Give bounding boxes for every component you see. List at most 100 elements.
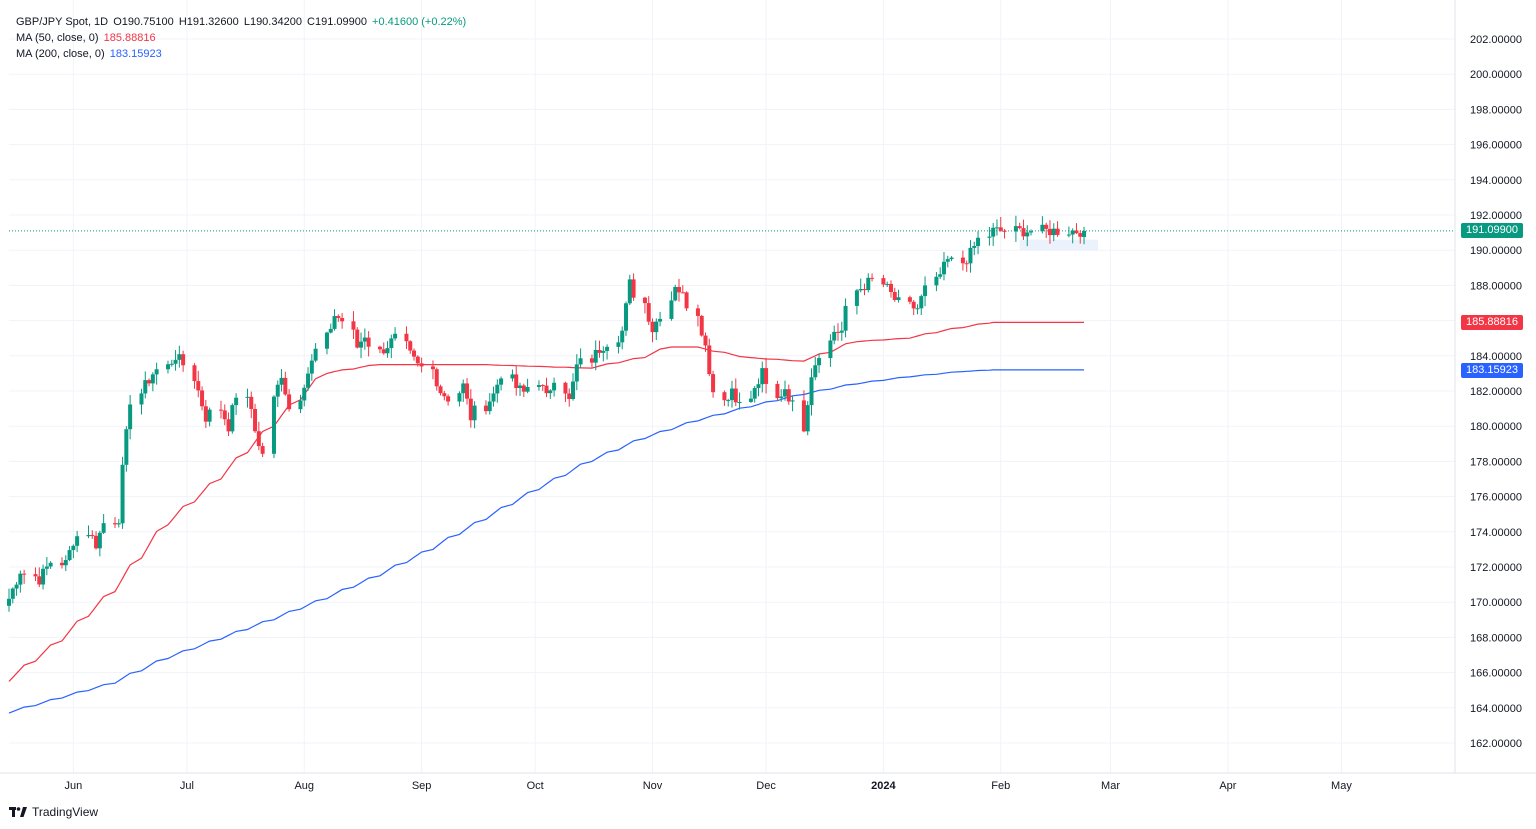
candle-body[interactable] (472, 405, 477, 421)
candle-body[interactable] (548, 390, 553, 394)
candle-body[interactable] (567, 393, 572, 400)
candle-body[interactable] (915, 308, 920, 310)
candle-body[interactable] (866, 277, 871, 291)
candle-body[interactable] (631, 279, 636, 298)
candle-body[interactable] (923, 285, 928, 297)
candle-body[interactable] (75, 536, 80, 546)
candle-body[interactable] (748, 398, 753, 402)
candle-body[interactable] (775, 383, 780, 399)
candle-body[interactable] (684, 292, 689, 309)
candle-body[interactable] (896, 297, 901, 300)
candle-body[interactable] (968, 247, 973, 264)
candle-body[interactable] (18, 573, 23, 585)
candle-body[interactable] (828, 340, 833, 359)
candle-body[interactable] (654, 321, 659, 333)
candle-body[interactable] (48, 562, 53, 567)
candle-body[interactable] (275, 384, 280, 397)
candle-body[interactable] (147, 380, 152, 384)
candle-body[interactable] (14, 584, 19, 589)
candle-body[interactable] (669, 300, 674, 319)
candle-body[interactable] (1047, 228, 1052, 236)
candle-body[interactable] (33, 574, 38, 577)
candle-body[interactable] (801, 400, 806, 432)
candle-body[interactable] (514, 374, 519, 389)
candle-body[interactable] (934, 276, 939, 286)
candle-body[interactable] (563, 382, 568, 394)
candle-body[interactable] (525, 386, 530, 392)
candle-body[interactable] (71, 545, 76, 551)
candle-body[interactable] (786, 389, 791, 402)
candle-body[interactable] (207, 409, 212, 422)
candle-body[interactable] (888, 283, 893, 293)
candle-body[interactable] (881, 278, 886, 285)
candle-body[interactable] (650, 321, 655, 333)
candle-body[interactable] (230, 405, 235, 432)
candle-body[interactable] (677, 286, 682, 293)
candle-body[interactable] (646, 303, 651, 322)
candle-body[interactable] (1070, 230, 1075, 235)
candle-body[interactable] (63, 560, 68, 566)
candle-body[interactable] (1021, 228, 1026, 237)
candle-body[interactable] (858, 289, 863, 291)
candle-body[interactable] (332, 316, 337, 329)
candle-body[interactable] (571, 381, 576, 400)
candle-body[interactable] (404, 333, 409, 342)
candle-body[interactable] (1040, 224, 1045, 232)
candle-body[interactable] (355, 329, 360, 348)
candle-body[interactable] (362, 337, 367, 342)
candle-body[interactable] (601, 350, 606, 353)
candle-body[interactable] (192, 365, 197, 382)
candle-body[interactable] (499, 378, 504, 385)
candle-body[interactable] (97, 532, 102, 549)
candle-body[interactable] (359, 341, 364, 348)
candle-body[interactable] (540, 385, 545, 387)
candle-body[interactable] (249, 396, 254, 409)
candle-body[interactable] (124, 429, 129, 465)
candle-body[interactable] (120, 464, 125, 524)
candle-body[interactable] (351, 321, 356, 330)
candle-body[interactable] (491, 393, 496, 402)
candle-body[interactable] (377, 346, 382, 350)
candle-body[interactable] (37, 576, 42, 585)
candle-body[interactable] (253, 408, 258, 432)
candle-body[interactable] (616, 342, 621, 347)
candle-body[interactable] (483, 405, 488, 412)
candle-body[interactable] (442, 393, 447, 397)
candle-body[interactable] (779, 396, 784, 399)
candle-body[interactable] (165, 364, 170, 370)
candle-body[interactable] (139, 393, 144, 405)
candle-body[interactable] (245, 396, 250, 398)
candle-body[interactable] (854, 290, 859, 306)
candle-body[interactable] (624, 303, 629, 331)
candle-body[interactable] (381, 349, 386, 354)
candle-body[interactable] (680, 292, 685, 294)
candle-body[interactable] (67, 550, 72, 561)
candle-body[interactable] (1051, 228, 1056, 236)
candle-body[interactable] (287, 394, 292, 410)
candle-body[interactable] (309, 360, 314, 374)
candle-body[interactable] (885, 283, 890, 285)
candle-body[interactable] (438, 386, 443, 394)
candle-body[interactable] (226, 419, 231, 432)
legend-ma50-row[interactable]: MA (50, close, 0) 185.88816 (16, 30, 466, 46)
candle-body[interactable] (941, 261, 946, 275)
candle-body[interactable] (328, 328, 333, 333)
candle-body[interactable] (574, 364, 579, 382)
candle-body[interactable] (419, 363, 424, 367)
candle-body[interactable] (393, 333, 398, 339)
candle-body[interactable] (302, 387, 307, 401)
candle-body[interactable] (1044, 224, 1049, 229)
candle-body[interactable] (468, 398, 473, 421)
candle-body[interactable] (116, 523, 121, 525)
candle-body[interactable] (707, 345, 712, 375)
candle-body[interactable] (389, 338, 394, 349)
candle-body[interactable] (1055, 228, 1060, 235)
candle-body[interactable] (703, 335, 708, 346)
candle-body[interactable] (465, 383, 470, 399)
candle-body[interactable] (711, 374, 716, 393)
candle-body[interactable] (991, 227, 996, 237)
candle-body[interactable] (112, 523, 117, 525)
candle-body[interactable] (200, 390, 205, 407)
candle-body[interactable] (976, 237, 981, 247)
